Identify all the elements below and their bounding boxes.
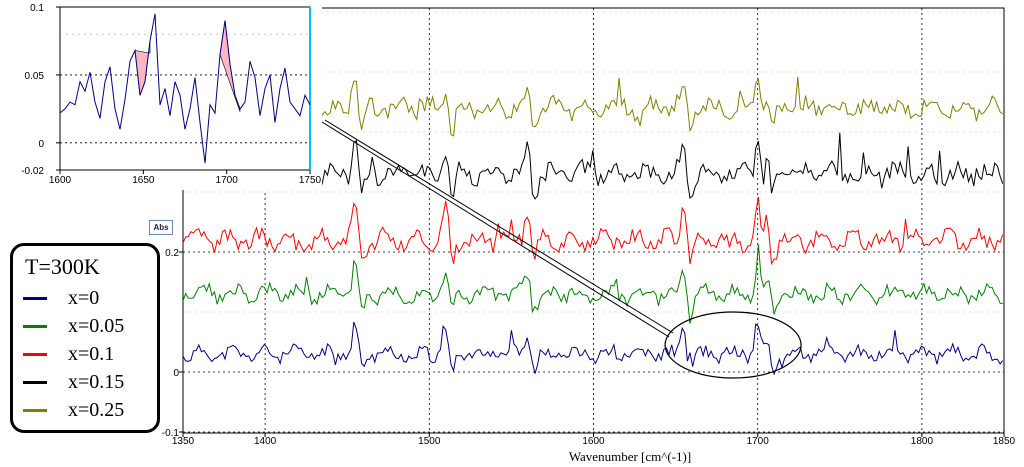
inset-x-tick-label: 1650 — [132, 175, 155, 186]
series-line — [182, 244, 1003, 324]
legend-swatch — [23, 409, 47, 412]
series-line — [182, 196, 1004, 266]
series-line — [182, 321, 1004, 376]
legend: T=300K x=0 x=0.05 x=0.1 x=0.15 x=0.25 — [10, 243, 160, 433]
legend-swatch — [23, 325, 47, 328]
series-line — [314, 77, 1004, 137]
x-tick-label: 1500 — [418, 436, 441, 447]
inset-x-tick-label: 1700 — [216, 175, 239, 186]
inset-y-tick-label: 0.1 — [30, 3, 44, 14]
y-tick-label: 0.2 — [165, 248, 179, 259]
zoom-connector-line — [324, 119, 674, 334]
x-tick-label: 1700 — [747, 436, 770, 447]
inset-frame — [59, 6, 311, 171]
legend-swatch — [23, 381, 47, 384]
legend-title: T=300K — [25, 254, 100, 279]
y-axis-label: Abs — [149, 220, 173, 235]
legend-label: x=0.1 — [68, 343, 115, 365]
series-line — [314, 132, 1004, 200]
zoom-connector-line — [321, 121, 670, 338]
x-axis-label: Wavenumber [cm^(-1)] — [568, 449, 692, 464]
legend-swatch — [23, 297, 47, 300]
legend-label: x=0.05 — [68, 315, 125, 337]
inset-y-tick-label: 0 — [38, 139, 44, 150]
zoom-annotation — [321, 119, 802, 379]
inset-x-tick-label: 1750 — [299, 175, 322, 186]
zoom-ellipse — [664, 311, 802, 379]
inset-y-tick-label: -0.02 — [21, 166, 44, 177]
x-tick-label: 1850 — [993, 436, 1016, 447]
legend-swatch — [23, 353, 47, 356]
legend-label: x=0.15 — [68, 371, 125, 393]
y-tick-label: 0 — [173, 368, 179, 379]
inset-plot: 1600 1650 1700 1750 -0.02 0 0.05 0.1 — [0, 0, 322, 190]
x-tick-label: 1600 — [582, 436, 605, 447]
inset-y-tick-label: 0.05 — [25, 71, 45, 82]
x-tick-label: 1400 — [254, 436, 277, 447]
inset-x-tick-label: 1600 — [49, 175, 72, 186]
y-tick-label: -0.1 — [162, 428, 180, 439]
legend-label: x=0 — [68, 287, 100, 309]
x-tick-label: 1350 — [172, 436, 195, 447]
inset-series-line — [59, 13, 311, 164]
legend-label: x=0.25 — [68, 399, 125, 421]
x-tick-label: 1800 — [911, 436, 934, 447]
